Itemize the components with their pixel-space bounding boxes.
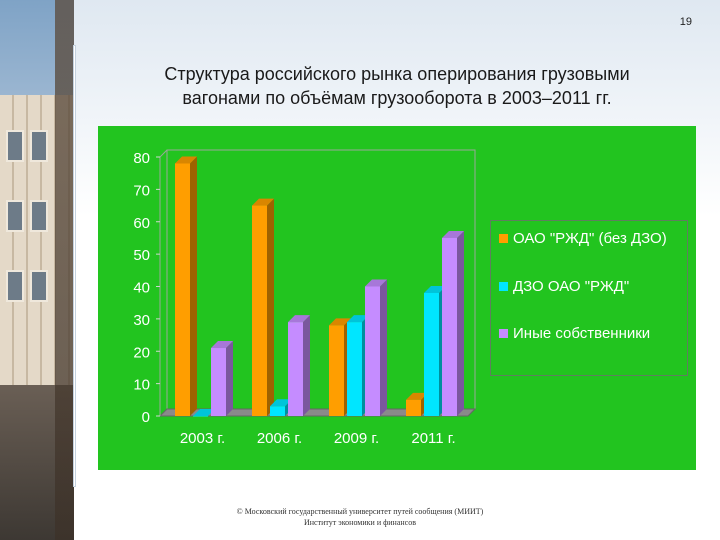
bar-top [211,341,233,349]
building-window [30,270,48,302]
chart-panel: 0 10 20 30 40 50 60 70 80 2003 г. 2006 г. 2009 г. 20… [98,126,696,470]
bar-top [252,198,274,206]
bar-top [442,230,464,238]
bar-top [175,156,197,164]
legend-swatch-rzd [499,234,508,243]
bar-top [406,392,428,400]
bar [270,406,285,416]
bar [406,399,421,416]
legend-item-rzd: ОАО "РЖД" (без ДЗО) [499,228,688,249]
building-window [6,200,24,232]
y-tick-label: 50 [133,247,150,264]
footer-institute: Институт экономики и финансов [303,518,416,527]
bar-top [424,285,446,293]
chart-legend: ОАО "РЖД" (без ДЗО) ДЗО ОАО "РЖД" Иные с… [490,220,688,376]
x-tick-label: 2006 г. [257,430,302,447]
bar-top [288,315,310,323]
bar [252,205,267,416]
y-tick-label: 20 [133,344,150,361]
y-tick-label: 70 [133,182,150,199]
bar-top [193,409,215,416]
bar [193,416,208,417]
y-tick-label: 60 [133,215,150,232]
y-axis-top-edge [159,149,168,158]
bar [175,163,190,416]
bar [424,292,439,416]
bar-side [267,198,274,416]
bar-top [365,279,387,287]
bar-top [347,315,369,323]
bar [365,286,380,416]
legend-swatch-others [499,329,508,338]
building-window [30,130,48,162]
bar-side [190,156,197,416]
legend-label-rzd: ОАО "РЖД" (без ДЗО) [513,230,667,247]
bar [211,348,226,416]
y-tick-label: 80 [133,150,150,167]
x-tick-label: 2003 г. [180,430,225,447]
bar [288,322,303,416]
building-window [6,130,24,162]
footer-copyright: © Московский государственный университет… [236,507,484,516]
bar [347,322,362,416]
bar-top [329,318,351,326]
building-window [6,270,24,302]
y-tick-label: 30 [133,312,150,329]
legend-item-dzo: ДЗО ОАО "РЖД" [499,276,688,297]
legend-swatch-dzo [499,282,508,291]
y-tick-label: 40 [133,280,150,297]
bar [329,325,344,416]
bar-side [226,341,233,416]
legend-label-others: Иные собственники [513,325,651,342]
bar-chart: 0 10 20 30 40 50 60 70 80 2003 г. 2006 г. 2009 г. 20… [133,149,477,447]
slide-title: Структура российского рынка оперирования… [164,64,630,108]
legend-label-dzo: ДЗО ОАО "РЖД" [513,278,630,295]
x-tick-label: 2011 г. [411,430,455,447]
page-number: 19 [679,16,692,28]
bar-side [380,279,387,416]
footer: © Московский государственный университет… [170,506,550,528]
bar [442,237,457,416]
y-tick-label: 10 [133,377,150,394]
y-tick-label: 0 [142,409,150,426]
x-tick-label: 2009 г. [334,430,379,447]
legend-item-others: Иные собственники [499,323,688,344]
bar-side [303,315,310,416]
bar-side [457,230,464,416]
building-window [30,200,48,232]
bar-top [270,399,292,407]
